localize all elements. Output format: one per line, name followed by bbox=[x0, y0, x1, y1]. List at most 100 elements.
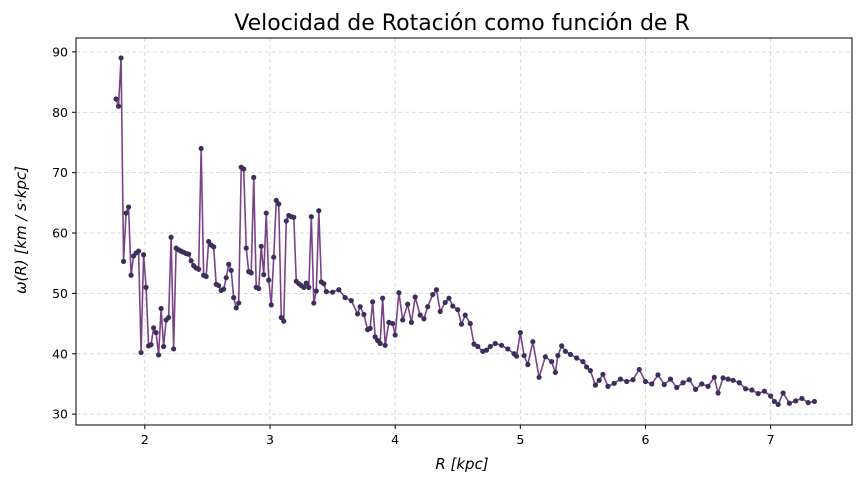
data-point bbox=[617, 376, 624, 382]
y-tick-label: 30 bbox=[52, 407, 68, 422]
data-point bbox=[148, 342, 154, 348]
data-point bbox=[115, 103, 122, 109]
data-point bbox=[483, 347, 490, 353]
chart-title: Velocidad de Rotación como función de R bbox=[234, 11, 689, 36]
data-point bbox=[221, 286, 227, 292]
data-point bbox=[580, 359, 586, 365]
data-point bbox=[775, 401, 781, 408]
data-point bbox=[805, 400, 811, 406]
data-point bbox=[649, 381, 655, 387]
data-point bbox=[303, 280, 309, 286]
data-point bbox=[624, 378, 630, 385]
data-point bbox=[166, 314, 172, 321]
data-point bbox=[135, 248, 142, 254]
data-point bbox=[437, 308, 443, 315]
data-point bbox=[471, 341, 477, 347]
data-point bbox=[156, 352, 162, 358]
data-point bbox=[720, 375, 726, 381]
data-point bbox=[273, 197, 279, 204]
data-point bbox=[123, 210, 129, 216]
data-point bbox=[143, 284, 149, 290]
data-point bbox=[425, 304, 431, 310]
data-point bbox=[281, 318, 287, 324]
data-point bbox=[655, 372, 661, 378]
data-point bbox=[692, 386, 699, 392]
data-point bbox=[370, 299, 376, 305]
data-point bbox=[203, 273, 209, 280]
x-tick-label: 7 bbox=[767, 432, 775, 447]
y-tick-label: 90 bbox=[52, 44, 68, 59]
data-point bbox=[730, 377, 736, 383]
data-point bbox=[605, 383, 611, 389]
data-point bbox=[780, 390, 786, 396]
data-point bbox=[525, 362, 531, 368]
data-point bbox=[674, 384, 680, 391]
data-point bbox=[198, 145, 204, 152]
data-point bbox=[771, 398, 778, 405]
data-point bbox=[336, 287, 342, 293]
data-point bbox=[536, 374, 542, 380]
data-point bbox=[323, 288, 329, 295]
data-point bbox=[138, 349, 144, 356]
data-point bbox=[206, 238, 212, 245]
data-point bbox=[559, 343, 565, 349]
data-point bbox=[680, 380, 686, 386]
data-point bbox=[521, 352, 527, 359]
data-point bbox=[549, 359, 555, 365]
data-point bbox=[711, 374, 717, 380]
data-point bbox=[291, 214, 297, 220]
data-point bbox=[755, 391, 761, 397]
data-point bbox=[412, 294, 418, 300]
y-tick-label: 50 bbox=[52, 286, 68, 301]
data-point bbox=[367, 325, 373, 331]
data-point bbox=[342, 295, 348, 301]
data-point bbox=[542, 354, 548, 360]
y-tick-label: 60 bbox=[52, 226, 68, 241]
data-point bbox=[517, 330, 523, 336]
data-point bbox=[251, 174, 257, 181]
data-point bbox=[313, 288, 319, 294]
data-point bbox=[417, 312, 423, 318]
data-point bbox=[811, 398, 818, 405]
data-point bbox=[316, 208, 322, 214]
data-point bbox=[311, 300, 317, 306]
data-point bbox=[231, 295, 237, 301]
data-point bbox=[530, 339, 536, 345]
data-point bbox=[725, 376, 731, 382]
data-point bbox=[186, 251, 192, 257]
data-point bbox=[487, 343, 493, 350]
data-point bbox=[390, 320, 396, 327]
data-point bbox=[261, 272, 267, 278]
data-point bbox=[268, 302, 274, 308]
x-tick-label: 2 bbox=[141, 432, 149, 447]
data-point bbox=[505, 346, 511, 352]
data-point bbox=[555, 352, 561, 359]
data-point bbox=[216, 282, 222, 289]
data-point bbox=[233, 305, 239, 311]
data-point bbox=[168, 234, 174, 240]
data-point bbox=[278, 314, 284, 321]
data-point bbox=[768, 393, 774, 399]
x-tick-label: 5 bbox=[516, 432, 524, 447]
data-point bbox=[567, 351, 573, 357]
grid-lines bbox=[76, 38, 852, 425]
data-point bbox=[642, 378, 649, 385]
data-point bbox=[151, 325, 157, 331]
data-point bbox=[348, 298, 354, 304]
data-point bbox=[153, 330, 159, 336]
data-point bbox=[513, 353, 520, 359]
data-point bbox=[355, 311, 361, 317]
data-point bbox=[686, 377, 692, 383]
data-point bbox=[223, 275, 229, 281]
data-point bbox=[171, 346, 177, 352]
data-point bbox=[430, 291, 436, 298]
data-point bbox=[408, 319, 415, 325]
data-point bbox=[283, 218, 289, 224]
data-point bbox=[552, 369, 558, 376]
data-point bbox=[263, 210, 269, 216]
data-point bbox=[587, 368, 594, 374]
data-point bbox=[630, 377, 636, 383]
data-point bbox=[749, 387, 755, 393]
data-point bbox=[228, 267, 234, 274]
